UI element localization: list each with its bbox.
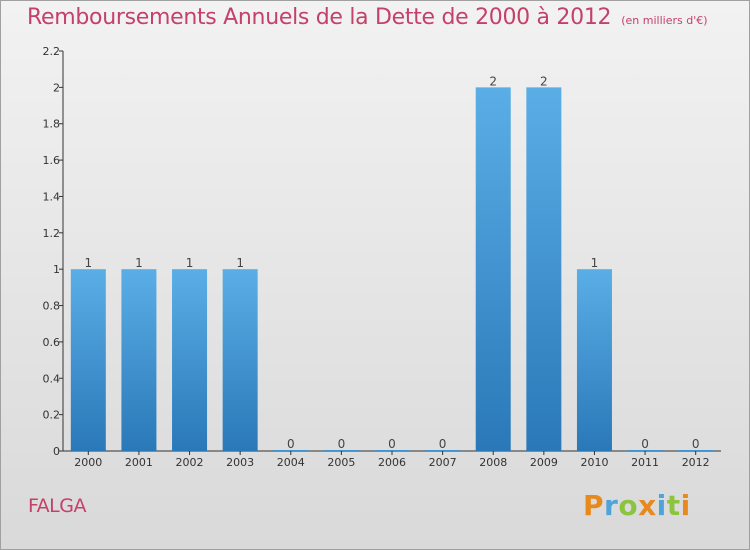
bar [576,269,612,451]
bar-value-label: 0 [692,437,700,451]
y-tick-label: 2 [53,81,60,94]
bar-value-label: 0 [287,437,295,451]
x-tick-label: 2004 [277,456,305,469]
bar [273,450,309,451]
bar-value-label: 1 [84,256,92,270]
bar-value-label: 2 [489,74,497,88]
x-tick-label: 2000 [74,456,102,469]
y-tick-label: 0.6 [43,336,61,349]
y-tick-label: 2.2 [43,45,61,58]
bar [70,269,106,451]
bar [323,450,359,451]
bar-value-label: 0 [338,437,346,451]
chart-title-text: Remboursements Annuels de la Dette de 20… [27,5,612,30]
x-tick-label: 2003 [226,456,254,469]
bar [222,269,258,451]
y-tick-label: 1.4 [43,190,61,203]
chart-title: Remboursements Annuels de la Dette de 20… [27,5,708,30]
brand-logo: Proxiti [583,489,691,522]
bar [627,450,663,451]
bar-value-label: 0 [439,437,447,451]
y-tick-label: 0.2 [43,409,61,422]
brand-logo-letter: t [666,489,681,522]
bar-value-label: 1 [591,256,599,270]
labels: 2000120011200212003120040200502006020070… [74,74,709,469]
y-tick-label: 1.2 [43,227,61,240]
brand-logo-letter: i [656,489,667,522]
bar [526,87,562,451]
bar [475,87,511,451]
x-tick-label: 2009 [530,456,558,469]
commune-name: FALGA [28,495,87,517]
bar [172,269,208,451]
y-tick-label: 1.8 [43,118,61,131]
brand-logo-letter: i [680,489,691,522]
bar [374,450,410,451]
y-tick-label: 1 [53,263,60,276]
y-tick-label: 0.4 [43,372,61,385]
brand-logo-letter: x [638,489,657,522]
brand-logo-letter: r [604,489,619,522]
x-tick-label: 2005 [327,456,355,469]
brand-logo-letter: o [618,489,639,522]
chart-subtitle: (en milliers d'€) [621,14,708,27]
x-tick-label: 2006 [378,456,406,469]
x-tick-label: 2008 [479,456,507,469]
x-tick-label: 2010 [580,456,608,469]
bar-value-label: 1 [186,256,194,270]
y-tick-label: 0.8 [43,300,61,313]
x-tick-label: 2007 [429,456,457,469]
bar-value-label: 1 [135,256,143,270]
bar-value-label: 1 [236,256,244,270]
x-tick-label: 2002 [176,456,204,469]
bars [70,87,714,451]
axes: 0 0.2 0.4 0.6 0.8 1 1.2 1.4 1.6 1.8 2 2.2 [43,45,721,458]
bar-value-label: 0 [388,437,396,451]
bar [678,450,714,451]
bar [425,450,461,451]
brand-logo-letter: P [583,489,605,522]
bar-value-label: 2 [540,74,548,88]
x-tick-label: 2012 [682,456,710,469]
x-tick-label: 2011 [631,456,659,469]
bar-value-label: 0 [641,437,649,451]
x-tick-label: 2001 [125,456,153,469]
y-tick-label: 0 [53,445,60,458]
y-tick-label: 1.6 [43,154,61,167]
bar [121,269,157,451]
